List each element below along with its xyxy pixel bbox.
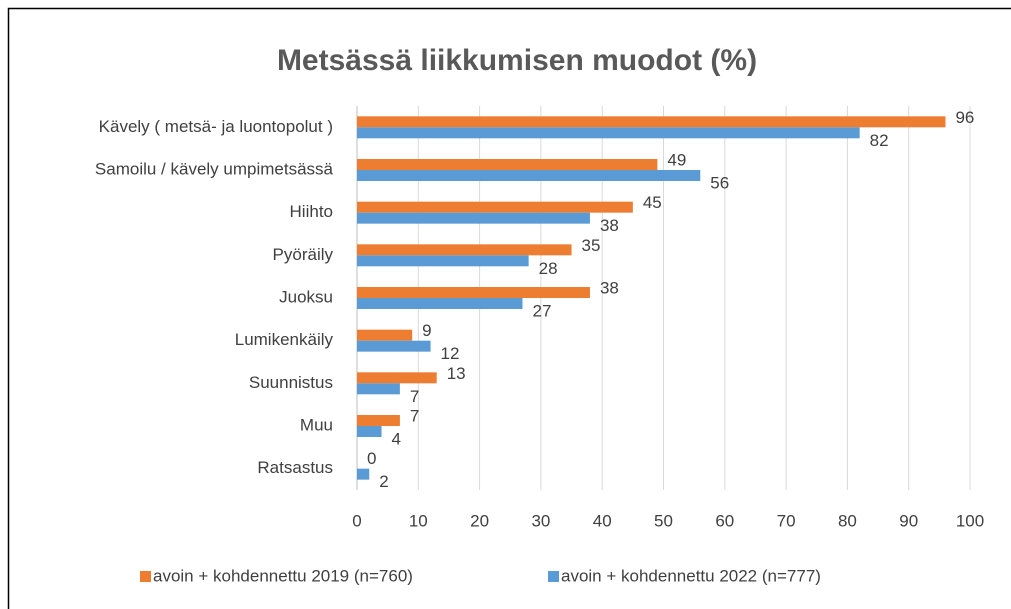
x-tick-label: 80 (838, 511, 857, 530)
bar (357, 329, 413, 341)
y-tick-label: Ratsastus (257, 458, 333, 477)
chart-title: Metsässä liikkumisen muodot (%) (277, 44, 757, 77)
data-label: 28 (539, 259, 558, 278)
data-label: 13 (447, 364, 466, 383)
y-tick-label: Pyöräily (273, 245, 334, 264)
y-tick-label: Hiihto (290, 202, 333, 221)
x-tick-label: 50 (654, 511, 673, 530)
y-tick-label: Juoksu (279, 287, 333, 306)
data-label: 35 (582, 236, 601, 255)
data-label: 27 (533, 301, 552, 320)
bar (357, 287, 590, 298)
x-tick-label: 90 (899, 511, 918, 530)
data-label: 7 (410, 406, 419, 425)
data-label: 38 (600, 278, 619, 297)
y-tick-label: Lumikenkäily (235, 330, 334, 349)
bar (357, 426, 382, 437)
bar (357, 298, 523, 309)
x-tick-label: 60 (715, 511, 734, 530)
y-tick-label: Samoilu / kävely umpimetsässä (95, 159, 334, 178)
data-label: 7 (410, 387, 419, 406)
bar (357, 255, 529, 267)
data-label: 56 (710, 173, 729, 192)
legend-label: avoin + kohdennettu 2022 (n=777) (561, 566, 821, 585)
data-label: 96 (955, 108, 974, 127)
data-label: 38 (600, 216, 619, 235)
bar (357, 159, 658, 170)
bar (357, 372, 437, 384)
bar (357, 212, 590, 224)
x-tick-label: 100 (956, 511, 984, 530)
data-label: 9 (422, 321, 431, 340)
data-label: 45 (643, 193, 662, 212)
bar (357, 127, 860, 139)
legend-label: avoin + kohdennettu 2019 (n=760) (153, 566, 413, 585)
bar (357, 468, 370, 480)
y-tick-label: Muu (300, 415, 333, 434)
x-tick-label: 70 (777, 511, 796, 530)
data-label: 2 (379, 472, 388, 491)
y-tick-label: Suunnistus (249, 373, 333, 392)
bar (357, 244, 572, 256)
bar (357, 383, 400, 395)
bar (357, 116, 946, 128)
x-tick-label: 40 (593, 511, 612, 530)
data-label: 82 (870, 131, 889, 150)
x-tick-label: 10 (409, 511, 428, 530)
x-tick-label: 0 (352, 511, 361, 530)
data-label: 4 (392, 429, 401, 448)
x-tick-label: 20 (470, 511, 489, 530)
bar (357, 170, 701, 181)
bar (357, 201, 633, 213)
data-label: 12 (441, 344, 460, 363)
legend-swatch (548, 571, 559, 582)
bar (357, 340, 431, 352)
bar (357, 415, 400, 426)
legend-swatch (140, 571, 151, 582)
x-tick-label: 30 (531, 511, 550, 530)
data-label: 0 (367, 449, 376, 468)
data-label: 49 (667, 150, 686, 169)
y-tick-label: Kävely ( metsä- ja luontopolut ) (99, 117, 333, 136)
